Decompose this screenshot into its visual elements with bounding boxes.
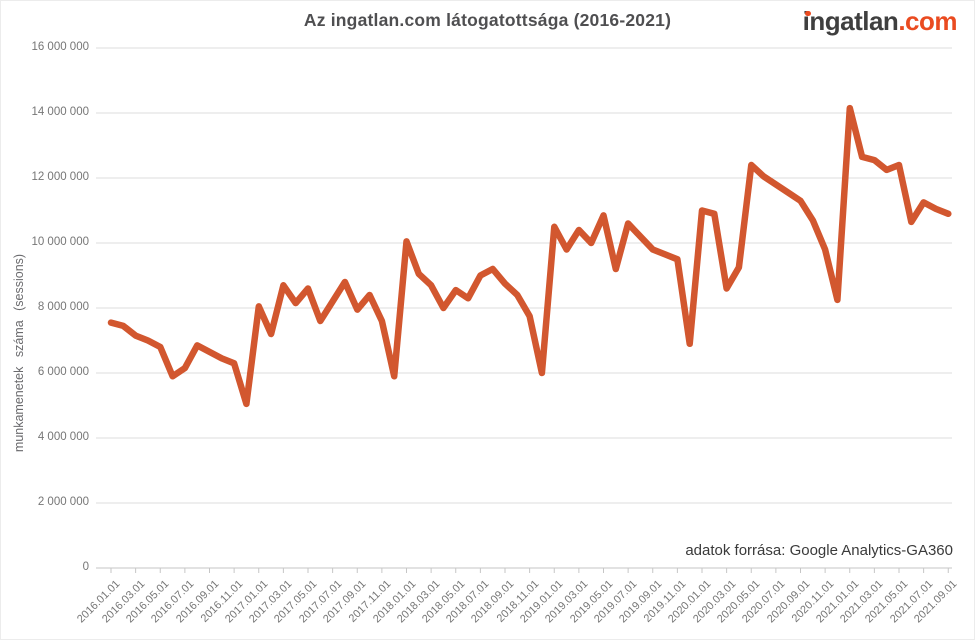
y-tick-label: 16 000 000 [31,41,89,53]
logo-i-dot [805,10,811,16]
y-tick-label: 8 000 000 [37,301,89,313]
y-tick-label: 6 000 000 [37,366,89,378]
y-tick-label: 0 [82,561,89,573]
y-tick-label: 12 000 000 [31,171,89,183]
logo-tld: .com [898,6,957,36]
chart-title: Az ingatlan.com látogatottsága (2016-202… [303,10,672,30]
ingatlan-logo: ingatlan .com [802,6,958,37]
y-tick-label: 14 000 000 [31,106,89,118]
y-tick-label: 10 000 000 [31,236,89,248]
y-tick-label: 2 000 000 [37,496,89,508]
sessions-line [107,104,952,408]
y-tick-label: 4 000 000 [37,431,89,443]
source-note: adatok forrása: Google Analytics-GA360 [685,542,953,559]
logo-name: ingatlan [802,6,899,36]
